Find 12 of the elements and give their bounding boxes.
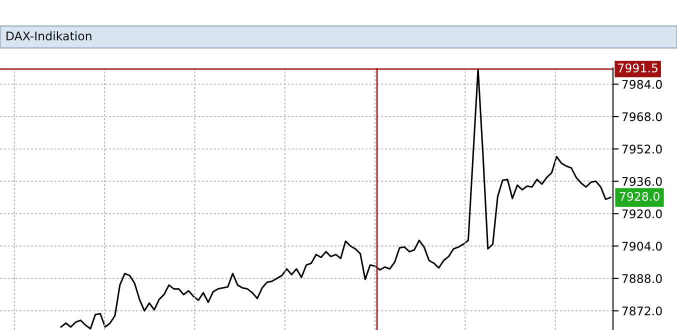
y-tick-label: 7888.0: [622, 274, 662, 284]
chart-title: DAX-Indikation: [6, 31, 92, 40]
y-tick-label: 7920.0: [622, 209, 662, 218]
y-tick-label: 7904.0: [622, 242, 662, 251]
y-tick-label: 7936.0: [622, 177, 662, 186]
ref-line-label: 7991.5: [618, 64, 658, 72]
y-tick-label: 7984.0: [622, 80, 662, 89]
text: 7928.0: [620, 192, 660, 201]
line-series: [60, 68, 612, 330]
y-tick-label: 7952.0: [622, 144, 662, 154]
y-tick-label: 7968.0: [622, 112, 662, 122]
y-tick-label: 7872.0: [622, 306, 662, 316]
